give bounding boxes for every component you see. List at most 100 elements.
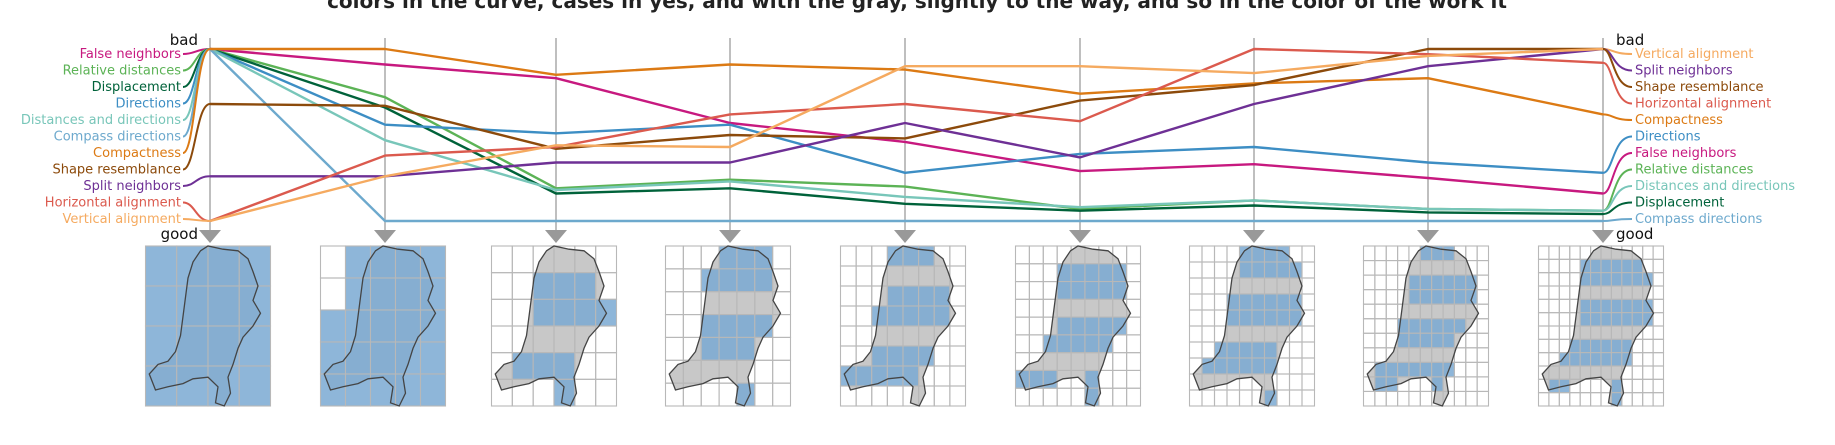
grid-cell — [1631, 312, 1644, 327]
grid-cell — [839, 265, 857, 287]
grid-cell — [1288, 389, 1303, 407]
series-line-shape-resemblance — [209, 47, 1603, 151]
grid-cell — [553, 272, 576, 300]
grid-cell — [1408, 390, 1421, 407]
grid-cell — [1188, 277, 1203, 295]
grid-cell — [1201, 261, 1216, 279]
grid-cell — [1476, 245, 1490, 262]
grid-cell — [1374, 318, 1387, 334]
grid-cell — [144, 325, 178, 367]
grid-cell — [871, 345, 888, 367]
grid-cell — [1188, 389, 1203, 407]
grid-cell — [1112, 387, 1128, 407]
grid-cell — [1213, 309, 1228, 327]
grid-cell — [718, 268, 738, 293]
grid-cell — [1590, 298, 1602, 314]
grid-cell — [682, 291, 702, 316]
grid-cell — [839, 305, 857, 327]
grid-cell — [419, 309, 447, 343]
grid-cell — [532, 272, 555, 300]
grid-cell — [1537, 325, 1550, 340]
series-line-split-neighbors — [210, 47, 1604, 178]
grid-cell — [886, 365, 904, 387]
grid-cell — [1397, 390, 1410, 407]
grid-cell — [1301, 389, 1316, 407]
grid-cell — [511, 245, 534, 274]
grid-cell — [1238, 245, 1253, 263]
grid-cell — [1188, 293, 1203, 311]
grid-cell — [1652, 392, 1665, 407]
grid-cell — [1397, 332, 1410, 349]
grid-cell — [1362, 390, 1376, 407]
axis-arrow-4 — [719, 230, 741, 243]
grid-cell — [886, 305, 904, 327]
grid-cell — [1590, 352, 1602, 367]
grid-cell — [1084, 263, 1100, 283]
grid-cell — [933, 285, 951, 307]
grid-cell — [1276, 309, 1291, 327]
grid-cell — [369, 277, 397, 311]
grid-cell — [1537, 298, 1550, 314]
grid-cell — [1537, 312, 1550, 327]
grid-cell — [1362, 347, 1376, 363]
grid-cell — [1213, 293, 1228, 311]
grid-cell — [369, 373, 397, 407]
grid-cell — [369, 341, 397, 375]
grid-cell — [238, 365, 272, 407]
grid-cell — [1028, 245, 1044, 265]
axis-arrow-2 — [374, 230, 396, 243]
grid-cell — [772, 245, 792, 270]
netherlands-border — [324, 246, 435, 406]
grid-cell — [1465, 361, 1478, 378]
grid-cell — [1419, 361, 1433, 378]
grid-cell — [682, 314, 702, 338]
left-legend-label: Horizontal alignment — [45, 196, 181, 211]
grid-cell — [1419, 332, 1433, 349]
grid-cell — [1642, 338, 1654, 354]
grid-cell — [1126, 334, 1142, 354]
grid-cell — [1558, 298, 1571, 314]
grid-cell — [1362, 303, 1376, 320]
grid-cell — [664, 336, 684, 361]
netherlands-border — [669, 246, 780, 406]
grid-cell — [1263, 293, 1278, 311]
grid-cell — [1301, 357, 1316, 375]
grid-cell — [1374, 347, 1387, 363]
grid-cell — [949, 345, 967, 367]
grid-cell — [1288, 293, 1303, 311]
grid-cell — [902, 365, 920, 387]
grid-cell — [1056, 334, 1072, 354]
grid-cell — [1642, 365, 1654, 380]
grid-cell — [1442, 245, 1455, 262]
grid-cell — [1098, 263, 1114, 283]
left-legend-connector — [182, 218, 211, 222]
grid-map-9 — [1539, 246, 1664, 406]
grid-cell — [871, 385, 888, 407]
grid-cell — [1476, 318, 1490, 334]
grid-cell — [1226, 309, 1241, 327]
grid-cell — [1610, 352, 1623, 367]
grid-cell — [700, 382, 720, 407]
grid-cell — [1251, 293, 1266, 311]
grid-cell — [839, 285, 857, 307]
grid-cell — [319, 245, 347, 279]
grid-cell — [933, 345, 951, 367]
grid-cell — [1631, 272, 1644, 287]
grid-cell — [1112, 334, 1128, 354]
top-left-bad-label: bad — [170, 31, 198, 49]
right-legend-label: Compactness — [1635, 113, 1723, 128]
grid-cell — [949, 365, 967, 387]
grid-cell — [1188, 325, 1203, 343]
grid-cell — [1385, 318, 1399, 334]
grid-cell — [1251, 341, 1266, 359]
grid-cell — [1112, 316, 1128, 336]
grid-cell — [1251, 309, 1266, 327]
grid-cell — [1126, 316, 1142, 336]
grid-cell — [490, 298, 513, 327]
grid-cell — [1276, 261, 1291, 279]
left-legend-label: Relative distances — [63, 64, 182, 79]
right-legend-connector — [1602, 113, 1633, 121]
grid-cell — [490, 325, 513, 354]
